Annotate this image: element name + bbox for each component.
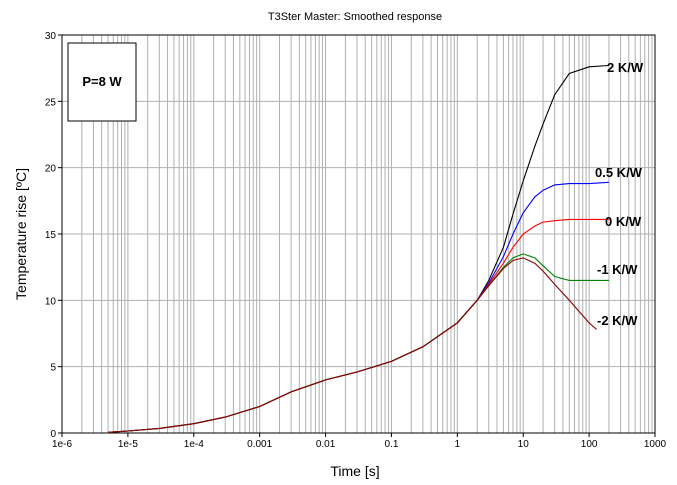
x-tick-label: 100: [581, 439, 598, 450]
x-axis-label: Time [s]: [330, 463, 379, 479]
x-tick-label: 0.1: [384, 439, 398, 450]
series-labels: 2 K/W 0.5 K/W 0 K/W -1 K/W -2 K/W: [595, 60, 644, 328]
grid: [62, 35, 655, 433]
series-label-3: -1 K/W: [597, 262, 638, 277]
y-axis-label: Temperature rise [ºC]: [13, 168, 29, 300]
y-tick-label: 20: [45, 164, 57, 175]
x-tick-label: 1e-5: [118, 439, 138, 450]
x-tick-label: 10: [518, 439, 530, 450]
chart-title: T3Ster Master: Smoothed response: [268, 11, 442, 23]
series-label-4: -2 K/W: [597, 313, 638, 328]
x-tick-label: 0.01: [316, 439, 336, 450]
series-lines: [108, 64, 609, 433]
x-tick-label: 1e-4: [184, 439, 204, 450]
x-tick-label: 1e-6: [52, 439, 72, 450]
x-tick-labels: 1e-6 1e-5 1e-4 0.001 0.01 0.1 1 10 100 1000: [52, 433, 667, 450]
annotation-box: P=8 W: [67, 42, 137, 122]
y-tick-label: 25: [45, 97, 57, 108]
y-tick-label: 10: [45, 296, 57, 307]
y-tick-labels: 0 5 10 15 20 25 30: [45, 31, 62, 440]
y-tick-label: 15: [45, 230, 57, 241]
x-tick-label: 0.001: [247, 439, 272, 450]
annotation-text: P=8 W: [82, 74, 122, 89]
series-label-2: 0 K/W: [605, 214, 642, 229]
y-tick-label: 0: [50, 429, 56, 440]
y-tick-label: 5: [50, 363, 56, 374]
x-tick-label: 1000: [644, 439, 667, 450]
series-label-0: 2 K/W: [607, 60, 644, 75]
y-tick-label: 30: [45, 31, 57, 42]
series-label-1: 0.5 K/W: [595, 165, 643, 180]
x-tick-label: 1: [455, 439, 461, 450]
series-line-4: [108, 257, 597, 433]
